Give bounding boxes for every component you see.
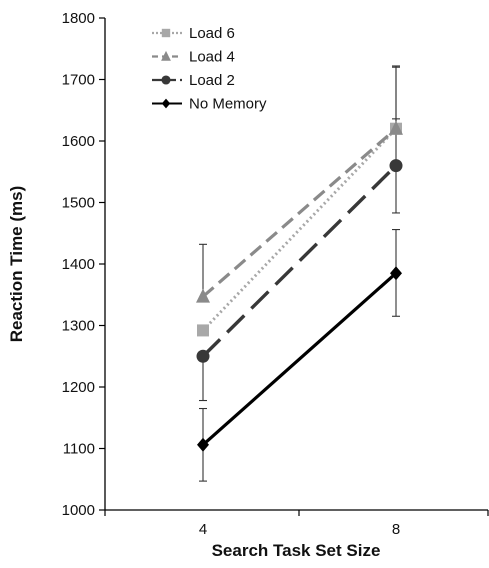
data-point-no-memory: [197, 437, 209, 452]
series-line-load-6: [201, 127, 398, 332]
series-markers: [196, 120, 403, 452]
y-tick-label: 1600: [62, 133, 95, 150]
y-axis-title: Reaction Time (ms): [7, 186, 26, 343]
data-point-load-4: [389, 120, 403, 135]
data-point-load-4: [196, 288, 210, 303]
data-point-load-2: [196, 349, 210, 363]
y-tick-label: 1700: [62, 72, 95, 89]
legend: Load 6 Load 4 Load 2 No Memory: [152, 25, 267, 113]
legend-marker-load-4: [161, 50, 171, 61]
legend-label-load-2: Load 2: [189, 72, 235, 89]
series-line-no-memory: [201, 272, 398, 447]
legend-marker-load-2: [161, 75, 171, 85]
legend-marker-no-memory: [161, 98, 171, 109]
data-point-load-6: [197, 324, 209, 337]
series-line-load-2: [201, 164, 398, 358]
y-tick-label: 1200: [62, 379, 95, 396]
x-tick-label: 8: [392, 521, 400, 538]
legend-label-no-memory: No Memory: [189, 96, 267, 113]
data-point-no-memory: [390, 266, 402, 281]
x-axis-title: Search Task Set Size: [212, 541, 381, 560]
y-tick-label: 1100: [63, 441, 95, 458]
series-lines: [201, 127, 398, 447]
legend-marker-load-6: [161, 28, 171, 38]
data-point-load-2: [389, 159, 403, 173]
y-tick-label: 1800: [62, 10, 95, 27]
axes: 1000 1100 1200 1300 1400 1500 1600 1700 1800 4 8: [62, 10, 489, 538]
y-tick-label: 1500: [62, 195, 95, 212]
y-tick-label: 1300: [62, 318, 95, 335]
x-tick-label: 4: [199, 521, 207, 538]
y-tick-label: 1000: [62, 502, 95, 519]
y-tick-label: 1400: [62, 256, 95, 273]
series-line-load-4: [201, 127, 398, 298]
legend-label-load-4: Load 4: [189, 49, 235, 66]
legend-label-load-6: Load 6: [189, 25, 235, 42]
